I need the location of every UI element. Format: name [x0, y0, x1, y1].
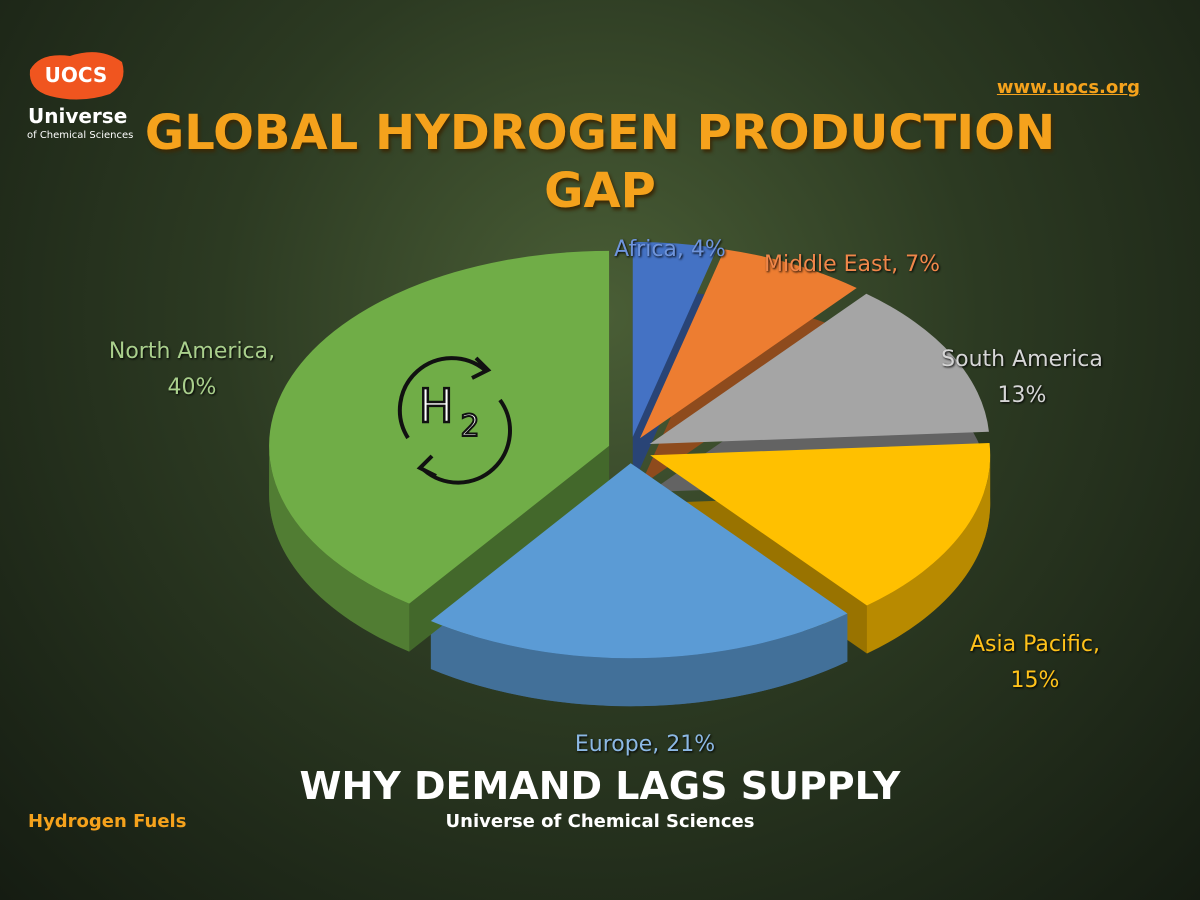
icon-subscript: 2	[460, 409, 479, 444]
icon-arc	[397, 356, 487, 440]
source: Universe of Chemical Sciences	[445, 811, 755, 832]
slice	[650, 442, 991, 606]
logo-tagline: of Chemical Sciences	[27, 130, 134, 141]
h2-icon: H 2	[397, 356, 512, 485]
logo-blob	[29, 52, 124, 100]
website-link[interactable]: www.uocs.org	[996, 77, 1140, 98]
logo-name: Universe	[28, 104, 128, 128]
data-label: North America, 40%	[108, 339, 276, 400]
slice	[430, 463, 848, 659]
icon-arrow	[416, 454, 437, 478]
slice-rim	[269, 445, 410, 652]
data-label: Europe, 21%	[574, 732, 716, 757]
slice	[639, 249, 857, 439]
slice	[649, 293, 989, 445]
logo: UOCS	[29, 52, 124, 100]
data-label: Asia Pacific, 15%	[969, 632, 1100, 693]
pie	[269, 241, 991, 707]
chart-title: GLOBAL HYDROGEN PRODUCTION GAP	[144, 105, 1056, 219]
subtitle: WHY DEMAND LAGS SUPPLY	[299, 764, 901, 808]
data-label: Africa, 4%	[614, 237, 726, 262]
slice-rim	[866, 455, 991, 654]
data-label: Middle East, 7%	[763, 252, 941, 277]
slice-rim	[430, 613, 848, 707]
icon-symbol: H	[419, 379, 454, 433]
tag: Hydrogen Fuels	[28, 811, 187, 832]
icon-arc	[422, 398, 512, 485]
data-label: South America 13%	[941, 347, 1103, 408]
slice	[632, 241, 718, 437]
slice	[269, 250, 610, 604]
icon-arrow	[471, 356, 492, 380]
logo-mark: UOCS	[45, 63, 108, 87]
